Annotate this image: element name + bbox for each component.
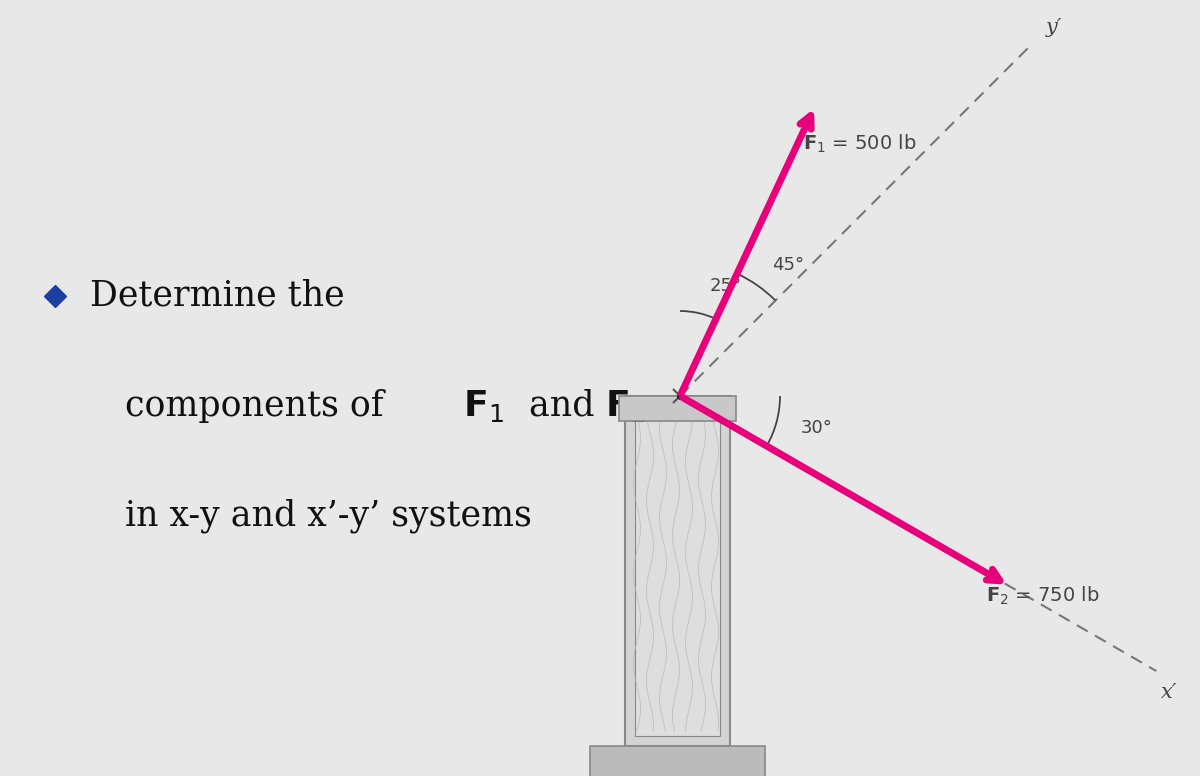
Text: 30°: 30°	[800, 419, 833, 438]
Text: $\mathbf{F}_1$ = 500 lb: $\mathbf{F}_1$ = 500 lb	[804, 133, 917, 154]
Text: $\mathbf{F}_2$: $\mathbf{F}_2$	[605, 388, 646, 424]
Text: y′: y′	[1045, 19, 1062, 37]
Text: 25°: 25°	[709, 277, 742, 295]
Text: x′: x′	[1162, 683, 1178, 702]
Text: and: and	[518, 389, 606, 423]
Bar	[590, 746, 766, 776]
Bar	[635, 396, 720, 736]
Text: Determine the: Determine the	[90, 279, 344, 313]
Text: in x-y and x’-y’ systems: in x-y and x’-y’ systems	[125, 499, 532, 533]
Bar	[619, 396, 736, 421]
Text: $\mathbf{F}_1$: $\mathbf{F}_1$	[463, 388, 504, 424]
Text: $\mathbf{F}_2$ = 750 lb: $\mathbf{F}_2$ = 750 lb	[986, 585, 1100, 608]
Bar	[625, 396, 730, 746]
Text: components of: components of	[125, 389, 395, 423]
Text: 45°: 45°	[772, 256, 804, 274]
